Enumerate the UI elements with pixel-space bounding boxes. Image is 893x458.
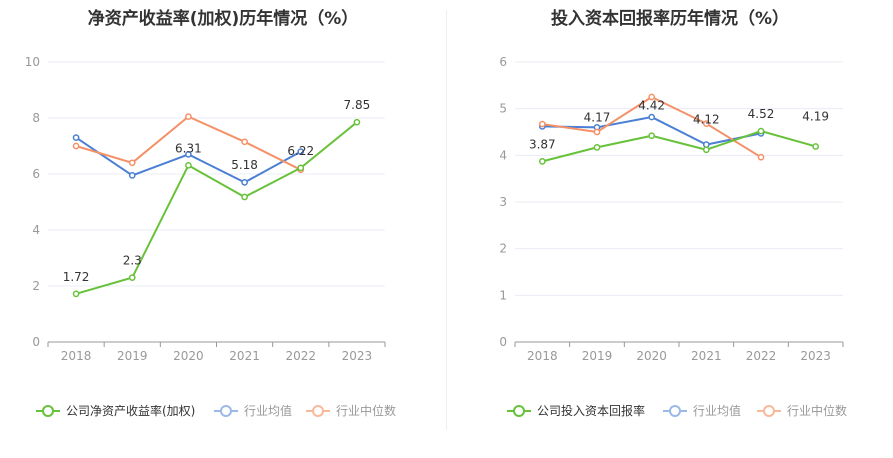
- data-point: [241, 193, 248, 201]
- data-point: [538, 120, 546, 128]
- y-tick-label: 6: [499, 55, 507, 69]
- data-point: [128, 159, 136, 167]
- data-label: 4.52: [748, 107, 775, 121]
- y-tick-label: 4: [32, 223, 40, 237]
- panel-divider: [446, 10, 447, 430]
- data-point: [812, 143, 820, 150]
- roic-chart: 0 1 2 3 4 5 6 2018 2019 2020 2021 2022 2023 3.87 4.17 4…: [499, 55, 847, 418]
- roe-chart-title: 净资产收益率(加权)历年情况（%）: [87, 9, 359, 29]
- legend-label: 行业均值: [693, 403, 741, 418]
- y-tick-label: 6: [32, 167, 40, 181]
- x-tick-label: 2022: [746, 349, 777, 363]
- roe-chart-panel: 净资产收益率(加权)历年情况（%） 0 2 4 6 8 10 2018 2019 2020 202…: [0, 0, 446, 458]
- legend-label: 行业中位数: [787, 403, 847, 418]
- y-tick-label: 3: [499, 195, 507, 209]
- y-tick-label: 0: [32, 335, 40, 349]
- legend-item: 行业中位数: [757, 403, 847, 418]
- data-label: 2.3: [123, 254, 142, 268]
- data-point: [757, 127, 765, 135]
- y-tick-label: 4: [499, 148, 507, 162]
- data-point: [353, 118, 361, 126]
- legend-item: 行业均值: [663, 403, 741, 418]
- data-label: 3.87: [529, 137, 556, 151]
- y-tick-label: 8: [32, 111, 40, 125]
- data-label: 4.42: [638, 99, 665, 113]
- legend-label: 行业均值: [244, 403, 292, 418]
- legend-item: 行业均值: [214, 403, 292, 418]
- data-point: [185, 113, 192, 120]
- x-tick-label: 2021: [691, 349, 722, 363]
- data-point: [128, 172, 136, 179]
- x-tick-label: 2021: [229, 349, 260, 363]
- x-tick-label: 2020: [636, 349, 667, 363]
- data-point: [702, 120, 710, 127]
- data-point: [241, 138, 248, 146]
- roe-chart: 0 2 4 6 8 10 2018 2019 2020 2021 2022 2023 1.72 2.3 6.…: [25, 55, 396, 418]
- data-point: [648, 93, 656, 101]
- data-label: 4.17: [584, 110, 611, 124]
- legend-swatch-marker: [220, 405, 232, 417]
- x-tick-label: 2023: [342, 349, 373, 363]
- data-point: [72, 290, 80, 298]
- legend-swatch-marker: [312, 405, 324, 417]
- legend-item: 公司净资产收益率(加权): [36, 403, 195, 418]
- legend-swatch-marker: [669, 405, 681, 417]
- y-tick-label: 0: [499, 335, 507, 349]
- data-label: 4.19: [802, 109, 829, 123]
- data-label: 5.18: [231, 158, 258, 172]
- x-tick-label: 2020: [173, 349, 204, 363]
- data-point: [297, 164, 305, 172]
- data-label: 6.31: [175, 141, 202, 155]
- x-tick-label: 2018: [527, 349, 558, 363]
- data-point: [593, 128, 601, 136]
- data-point: [593, 144, 601, 151]
- series-line: [542, 130, 816, 163]
- data-point: [648, 113, 656, 121]
- data-point: [297, 148, 305, 155]
- data-point: [757, 153, 765, 161]
- y-tick-label: 1: [499, 288, 507, 302]
- x-tick-label: 2019: [582, 349, 613, 363]
- series-line: [75, 121, 358, 295]
- legend-swatch-marker: [513, 405, 525, 417]
- data-label: 1.72: [63, 270, 90, 284]
- data-point: [648, 132, 656, 140]
- data-point: [128, 274, 136, 281]
- series-line: [542, 116, 762, 146]
- data-point: [538, 158, 546, 165]
- legend-swatch-marker: [763, 405, 775, 417]
- legend-item: 公司投入资本回报率: [507, 403, 645, 418]
- x-tick-label: 2019: [117, 349, 148, 363]
- legend-item: 行业中位数: [306, 403, 396, 418]
- data-point: [72, 142, 80, 150]
- data-label: 6.22: [287, 144, 314, 158]
- data-point: [185, 161, 192, 169]
- data-label: 4.12: [693, 113, 720, 127]
- legend-swatch-marker: [42, 405, 54, 417]
- x-tick-label: 2022: [285, 349, 316, 363]
- legend-label: 行业中位数: [336, 403, 396, 418]
- legend-label: 公司净资产收益率(加权): [66, 403, 195, 418]
- y-tick-label: 2: [499, 242, 507, 256]
- y-tick-label: 10: [25, 55, 40, 69]
- roic-chart-title: 投入资本回报率历年情况（%）: [550, 9, 790, 29]
- y-tick-label: 2: [32, 279, 40, 293]
- data-point: [702, 146, 710, 154]
- data-point: [72, 134, 80, 141]
- x-tick-label: 2018: [61, 349, 92, 363]
- data-point: [241, 179, 248, 186]
- x-tick-label: 2023: [800, 349, 831, 363]
- y-tick-label: 5: [499, 102, 507, 116]
- data-point: [185, 151, 192, 158]
- roic-chart-panel: 投入资本回报率历年情况（%） 0 1 2 3 4 5 6 2018 2019 2020 2021 20…: [447, 0, 893, 458]
- data-label: 7.85: [344, 98, 371, 112]
- legend-label: 公司投入资本回报率: [537, 403, 645, 418]
